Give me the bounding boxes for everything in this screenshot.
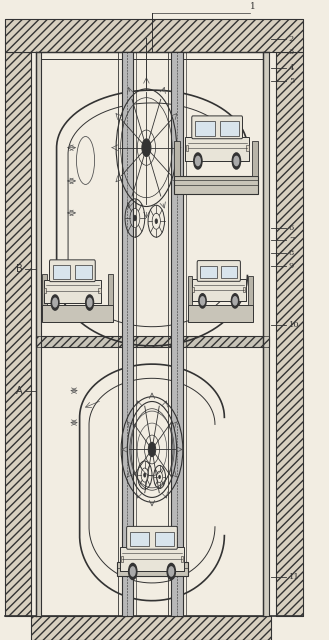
Bar [120,564,184,572]
Circle shape [129,563,137,579]
Bar [243,287,245,292]
Bar [248,276,253,305]
Text: 6: 6 [289,223,294,232]
Bar [5,19,303,52]
Bar [36,52,41,616]
Text: 4: 4 [289,64,294,72]
Text: 5: 5 [289,77,294,84]
Bar [43,280,101,303]
Circle shape [194,153,202,169]
Bar [220,121,239,136]
FancyBboxPatch shape [127,526,177,549]
Bar [276,52,303,616]
Circle shape [233,297,237,305]
Circle shape [167,563,175,579]
Bar [276,52,303,616]
Bar [5,52,31,616]
Text: B: B [15,264,22,274]
Circle shape [142,139,151,157]
Circle shape [169,567,174,576]
Bar [31,616,271,640]
Text: 11: 11 [289,573,300,581]
Circle shape [144,473,146,477]
Bar [186,145,188,151]
Bar [117,562,188,576]
Text: 8: 8 [289,249,294,257]
Circle shape [195,156,200,166]
Bar [191,280,246,301]
Text: 2: 2 [289,35,294,43]
Bar [192,287,194,292]
Circle shape [53,298,57,307]
Bar [122,52,133,616]
Bar [120,556,123,562]
Circle shape [51,295,59,310]
Text: 10: 10 [289,321,299,330]
Bar [246,145,249,151]
Bar [174,176,258,194]
Bar [44,288,46,293]
Bar [130,532,149,546]
Bar [5,19,303,52]
Circle shape [155,219,158,223]
Bar [185,137,249,161]
Circle shape [86,295,93,310]
Bar [195,121,215,136]
FancyBboxPatch shape [192,116,242,139]
Bar [188,276,192,305]
Bar [42,305,113,321]
Text: A: A [16,386,22,396]
Text: 3: 3 [289,48,294,56]
Bar [31,616,271,640]
Circle shape [232,153,240,169]
Circle shape [88,298,92,307]
Bar [108,275,113,305]
Bar [200,266,216,278]
Circle shape [200,297,205,305]
Bar [191,295,246,301]
Bar [120,547,184,572]
FancyBboxPatch shape [50,260,95,282]
Bar [252,141,258,176]
Bar [181,556,184,562]
Circle shape [199,294,206,308]
Bar [98,288,101,293]
Circle shape [130,567,135,576]
Bar [36,336,269,347]
Text: 7: 7 [289,236,294,244]
Circle shape [133,215,136,221]
Circle shape [148,442,156,457]
Bar [221,266,237,278]
FancyBboxPatch shape [197,260,240,282]
Text: 9: 9 [289,262,294,270]
Bar [263,52,269,616]
Bar [188,305,253,321]
Bar [185,154,249,161]
Bar [5,52,31,616]
Circle shape [234,156,239,166]
Bar [53,265,70,278]
Bar [155,532,174,546]
Bar [75,265,92,278]
Circle shape [231,294,239,308]
Circle shape [159,476,161,479]
Bar [42,275,47,305]
Bar [36,336,269,347]
Bar [171,52,183,616]
Bar [43,296,101,303]
Bar [174,141,180,176]
Text: 1: 1 [250,3,256,12]
